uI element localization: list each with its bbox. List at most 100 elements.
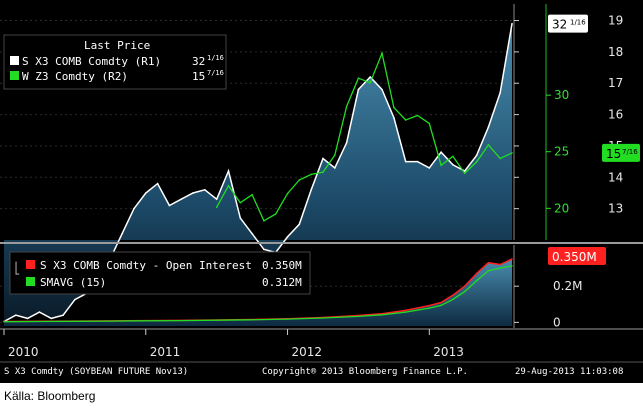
soybean-point [156,182,159,185]
soybean-point [26,317,29,320]
sma-point [38,320,41,323]
wheat-point [499,157,502,160]
soybean-price-badge [548,14,588,33]
wheat-point [345,105,348,108]
soybean-point [168,204,171,207]
soybean-point [180,198,182,200]
soybean-point [286,236,289,238]
sma-point [487,270,490,272]
wheat-point [274,213,277,215]
sma-point [440,304,442,307]
soybean-legend-fraction: 1/16 [207,54,224,62]
wheat-legend-value: 15 [192,70,205,83]
soybean-point [334,167,336,169]
wheat-swatch [10,71,19,80]
sma-point [3,321,5,323]
soybean-point [369,76,372,78]
soybean-point [74,298,76,301]
sma-point [109,320,112,322]
wheat-legend-fraction: 7/16 [207,69,224,77]
sma-point [499,267,501,269]
soybean-legend-value: 32 [192,55,205,68]
soybean-point [440,151,442,153]
sma-point [464,290,466,293]
oi-legend-label: S X3 COMB Comdty - Open Interest [40,259,252,272]
sma-point [145,320,147,322]
oi-point [405,309,407,312]
wheat-point [393,106,395,109]
source-caption: Källa: Bloomberg [4,389,96,403]
wheat-badge-fraction: 7/16 [622,148,638,156]
wheat-point [298,179,301,181]
oi-point [452,294,454,296]
oi-point [428,304,430,307]
sma-point [405,311,407,313]
wheat-point [322,171,324,173]
soybean-point [298,223,301,226]
wheat-axis-ticks: 30 25 20 [546,88,569,215]
oi-axis-ticks: 0.2M 0 [514,279,582,329]
soybean-point [428,167,431,169]
open-interest-area [4,259,512,326]
soybean-point [192,192,194,194]
last-price-badges: 32 1/16 15 7/16 [548,14,640,162]
oi-points [3,258,513,323]
soybean-point [452,164,454,166]
soybean-point [345,142,348,144]
soybean-legend-label: S X3 COMB Comdty (R1) [22,55,161,68]
soybean-tick-label: 19 [608,14,623,28]
wheat-point [369,81,372,84]
soybean-point [499,91,502,94]
soybean-point [404,160,407,163]
sma-point [357,315,360,318]
wheat-point [452,155,454,158]
oi-point [499,263,501,266]
soybean-point [357,88,360,91]
legend-bracket: ⎣ [14,261,21,275]
soybean-point [511,22,513,25]
oi-point [440,301,442,304]
wheat-point [251,193,253,196]
wheat-legend-label: W Z3 Comdty (R2) [22,70,128,83]
soybean-tick-label: 13 [608,202,623,216]
wheat-point [440,164,442,167]
wheat-point [463,172,466,174]
price-legend-box [3,34,227,90]
sma-legend-value: 0.312M [262,276,302,289]
soybean-point [251,232,253,235]
soybean-swatch [10,56,19,65]
soybean-point [310,189,313,191]
sma-point [74,320,76,322]
soybean-point [393,116,395,119]
wheat-point [239,201,242,204]
oi-point [487,262,490,264]
footer-timestamp: 29-Aug-2013 11:03:08 [515,367,623,377]
soybean-point [215,198,218,200]
soybean-point [121,232,123,235]
oi-value-badge [548,247,606,265]
wheat-point [357,77,360,79]
sma-swatch [26,277,35,286]
soybean-tick-label: 16 [608,108,623,122]
x-tick-label: 2013 [433,345,464,359]
open-interest-panel: 0.2M 0 0.350M ⎣ S X3 COMB Comdty - Open I… [0,245,606,329]
soybean-point [239,217,242,219]
sma-point [216,319,218,321]
wheat-point [416,114,419,117]
oi-badge-value: 0.350M [552,250,597,264]
wheat-point [334,154,336,156]
soybean-point [463,170,466,172]
price-legend: Last Price S X3 COMB Comdty (R1) 32 1/16… [3,34,227,90]
footer-security: S X3 Comdty (SOYBEAN FUTURE Nov13) [4,367,188,377]
oi-swatch [26,260,35,269]
soybean-point [381,88,383,91]
wheat-point [286,192,289,195]
soybean-badge-value: 32 [552,18,567,32]
soybean-point [227,170,230,172]
oi-point [475,272,478,275]
sma-point [286,318,289,320]
soybean-point [475,154,478,157]
oi-point [464,285,466,287]
soybean-point [204,189,206,191]
